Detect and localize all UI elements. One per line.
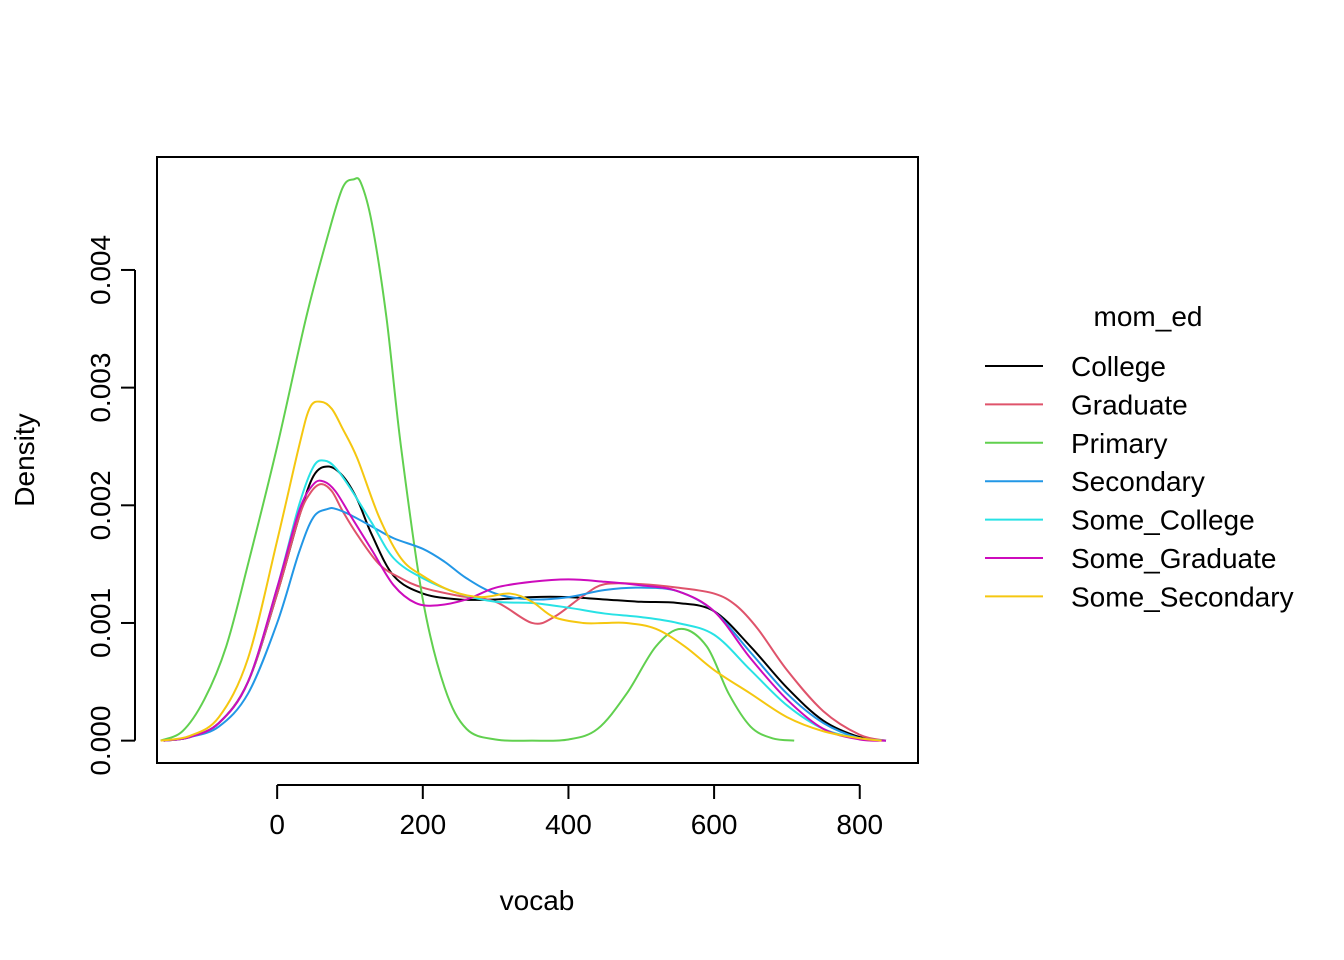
x-axis: 0 200 400 600 800 (269, 784, 883, 840)
y-axis: 0.000 0.001 0.002 0.003 0.004 (85, 235, 136, 776)
plot-frame (156, 156, 919, 764)
legend-label: Primary (1071, 428, 1167, 459)
legend-label: Some_Secondary (1071, 581, 1294, 612)
x-tick-label: 400 (545, 809, 592, 840)
x-axis-label: vocab (500, 885, 575, 916)
legend-label: College (1071, 351, 1166, 382)
series-line-some-secondary (160, 400, 882, 742)
legend-label: Some_Graduate (1071, 543, 1276, 574)
legend-label: Secondary (1071, 466, 1205, 497)
x-tick-label: 800 (836, 809, 883, 840)
y-tick-label: 0.001 (85, 588, 116, 658)
y-tick-label: 0.002 (85, 470, 116, 540)
legend-label: Graduate (1071, 389, 1188, 420)
series-line-graduate (163, 483, 887, 742)
y-tick-label: 0.004 (85, 235, 116, 305)
x-tick-label: 200 (399, 809, 446, 840)
x-tick-label: 0 (269, 809, 285, 840)
x-tick-label: 600 (691, 809, 738, 840)
legend-label: Some_College (1071, 505, 1255, 536)
series-line-primary (160, 177, 795, 742)
legend-title: mom_ed (1094, 301, 1203, 332)
y-axis-label: Density (9, 413, 40, 506)
series-line-some-graduate (163, 479, 887, 742)
series-line-secondary (163, 506, 887, 742)
y-tick-label: 0.003 (85, 353, 116, 423)
series-lines (160, 177, 887, 742)
legend: mom_ed College Graduate Primary Secondary So… (985, 301, 1294, 612)
series-line-some-college (163, 459, 887, 742)
y-tick-label: 0.000 (85, 706, 116, 776)
